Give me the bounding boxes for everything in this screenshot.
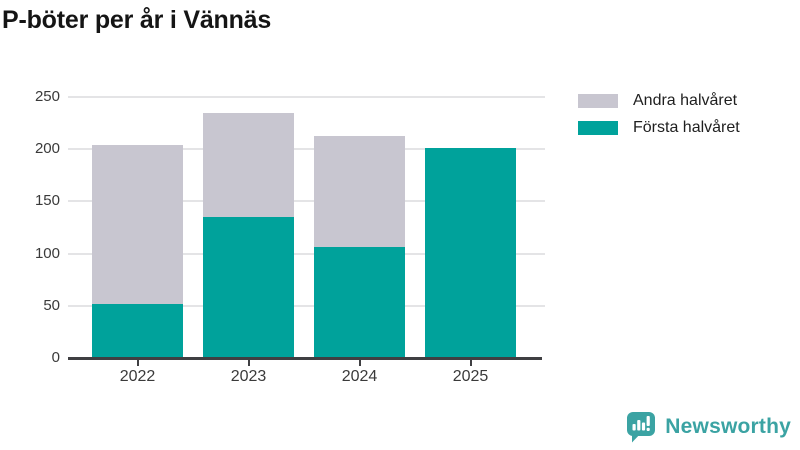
legend: Andra halvåret Första halvåret xyxy=(578,92,740,146)
legend-swatch xyxy=(578,94,618,108)
y-axis-tick-label: 100 xyxy=(34,244,60,262)
newsworthy-icon xyxy=(627,412,656,443)
bar-segment-2023-andra xyxy=(203,112,294,217)
newsworthy-logo-text: Newsworthy xyxy=(665,415,791,438)
x-axis-category-label: 2022 xyxy=(119,368,156,385)
chart-title: P-böter per år i Vännäs xyxy=(2,6,272,34)
bar-segment-2023-första xyxy=(203,217,294,359)
legend-swatch xyxy=(578,121,618,135)
legend-item: Andra halvåret xyxy=(578,92,740,110)
gridline-150 xyxy=(68,200,545,203)
y-axis-tick-label: 0 xyxy=(51,349,60,366)
y-axis-tick-label: 150 xyxy=(34,192,60,210)
gridline-250 xyxy=(68,96,545,98)
legend-label: Första halvåret xyxy=(633,119,740,136)
bar-segment-2022-första xyxy=(92,303,183,359)
bar-segment-2022-andra xyxy=(92,144,183,304)
gridline-100 xyxy=(68,252,545,255)
x-axis-category-label: 2023 xyxy=(230,368,267,385)
gridline-50 xyxy=(68,304,545,307)
y-axis-tick-label: 50 xyxy=(43,296,60,314)
legend-item: Första halvåret xyxy=(578,119,740,137)
legend-label: Andra halvåret xyxy=(633,92,738,109)
x-axis-tick xyxy=(469,360,472,366)
bar-segment-2024-första xyxy=(314,247,405,359)
gridline-200 xyxy=(68,148,545,151)
bar-segment-2025-första xyxy=(425,148,516,359)
x-axis-tick xyxy=(136,360,139,366)
x-axis-category-label: 2024 xyxy=(341,368,378,385)
y-axis-tick-label: 250 xyxy=(34,88,60,105)
x-axis-tick xyxy=(247,360,250,366)
x-axis-line xyxy=(68,357,542,360)
y-axis-tick-label: 200 xyxy=(34,140,60,158)
bar-segment-2024-andra xyxy=(314,135,405,248)
x-axis-tick xyxy=(358,360,361,366)
newsworthy-logo[interactable]: Newsworthy xyxy=(626,411,791,443)
x-axis-category-label: 2025 xyxy=(452,368,489,385)
